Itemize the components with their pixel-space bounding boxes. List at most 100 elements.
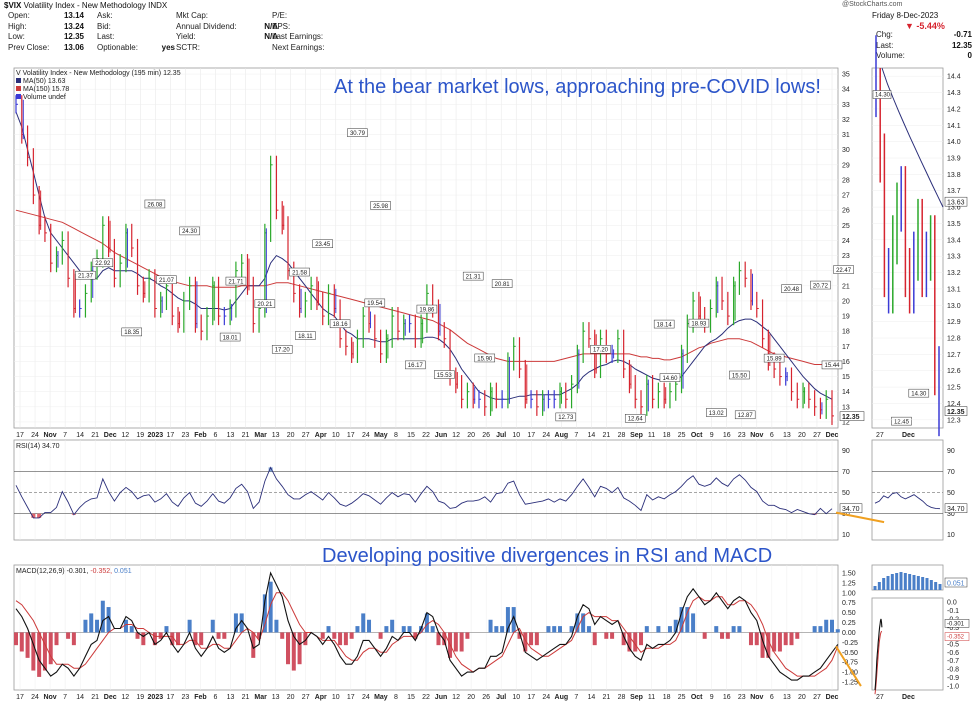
quote-header: $VIX Volatility Index - New Methodology … xyxy=(0,0,975,68)
macd-histogram-bar xyxy=(835,629,840,633)
macd-histogram-bar xyxy=(783,632,788,646)
price-x-tick-label: 15 xyxy=(407,432,415,439)
header-field-label: Yield: xyxy=(176,32,196,41)
inset-histogram-bar xyxy=(877,582,881,590)
macd-histogram-bar xyxy=(494,626,499,633)
price-label: 12.45 xyxy=(894,419,910,425)
macd-histogram-bar xyxy=(673,619,678,633)
macd-histogram-bar xyxy=(274,619,279,633)
price-label: 21.07 xyxy=(159,278,175,284)
header-field-label: Prev Close: xyxy=(8,42,50,52)
macd-histogram-bar xyxy=(772,632,777,652)
price-x-tick-label: 19 xyxy=(136,432,144,439)
rsi-y-tick-label: 90 xyxy=(842,448,850,455)
macd-histogram-bar xyxy=(170,632,175,646)
macd-histogram-bar xyxy=(725,632,730,639)
macd-legend-macd_v3: 0.051 xyxy=(112,568,132,575)
price-x-tick-label: 24 xyxy=(31,432,39,439)
macd-histogram-bar xyxy=(187,619,192,633)
macd-histogram-bar xyxy=(343,632,348,646)
macd-histogram-bar xyxy=(453,632,458,652)
rsi-y-tick-label: 50 xyxy=(842,490,850,497)
price-label-box xyxy=(624,414,646,423)
price-label-box xyxy=(706,408,727,417)
header-field-value: 12.35 xyxy=(63,32,84,41)
macd-histogram-bar xyxy=(558,626,562,633)
macd-histogram-bar xyxy=(656,626,661,633)
macd-x-tick-label: 25 xyxy=(678,694,686,701)
macd-x-tick-label: 14 xyxy=(588,694,596,701)
price-label-box xyxy=(462,271,484,281)
price-x-tick-label: 18 xyxy=(663,432,671,439)
inset-x-tick-label: 27 xyxy=(876,432,884,439)
macd-histogram-bar xyxy=(627,632,632,652)
macd-histogram-bar xyxy=(141,632,146,646)
macd-histogram-bar xyxy=(95,619,100,633)
header-field: Next Earnings: xyxy=(272,43,352,54)
macd-x-tick-label: Feb xyxy=(194,694,206,701)
macd-x-tick-label: Sep xyxy=(630,694,643,701)
macd-x-tick-label: 23 xyxy=(182,694,190,701)
price-label-box xyxy=(219,332,241,342)
macd-signal-line xyxy=(15,592,839,677)
inset-macd-y-tick-label: -0.7 xyxy=(947,658,959,665)
price-label-box xyxy=(908,388,930,398)
inset-histogram-bar xyxy=(929,580,933,590)
header-field: P/E: xyxy=(272,11,352,22)
inset-hist-label: 0.051 xyxy=(947,581,965,588)
macd-y-tick-label: 1.50 xyxy=(842,570,856,577)
macd-histogram-bar xyxy=(812,626,817,633)
price-label: 20.21 xyxy=(257,302,273,308)
price-label-box xyxy=(555,412,577,422)
price-label: 19.54 xyxy=(367,301,383,307)
price-x-tick-label: 6 xyxy=(770,432,774,439)
price-y-tick-label: 26 xyxy=(842,208,850,215)
price-y-tick-label: 31 xyxy=(842,132,850,139)
inset-y-tick-label: 12.3 xyxy=(947,417,961,424)
macd-histogram-bar xyxy=(286,632,290,665)
macd-x-tick-label: Nov xyxy=(750,694,763,701)
header-field-value: 13.14 xyxy=(63,11,84,20)
macd-x-tick-label: 19 xyxy=(136,694,144,701)
inset-y-tick-label: 13.7 xyxy=(947,188,961,195)
inset-x-tick-label: Dec xyxy=(902,432,915,439)
price-x-tick-label: 28 xyxy=(618,432,626,439)
macd-histogram-bar xyxy=(488,619,493,633)
stockcharts-watermark: @StockCharts.com xyxy=(842,1,903,8)
price-x-tick-label: Feb xyxy=(194,432,206,439)
inset-y-tick-label: 14.1 xyxy=(947,123,961,130)
macd-x-tick-label: Dec xyxy=(104,694,117,701)
price-y-tick-label: 24 xyxy=(842,238,850,245)
price-x-tick-label: 12 xyxy=(452,432,460,439)
macd-x-tick-label: 24 xyxy=(542,694,550,701)
price-label-box xyxy=(734,410,756,420)
macd-histogram-bar xyxy=(529,632,534,646)
macd-histogram-bar xyxy=(592,632,597,646)
macd-x-tick-label: 22 xyxy=(422,694,430,701)
macd-y-tick-label: -1.25 xyxy=(842,680,858,687)
macd-x-tick-label: 10 xyxy=(512,694,520,701)
macd-histogram-bar xyxy=(332,632,337,639)
macd-y-tick-label: -1.00 xyxy=(842,670,858,677)
macd-x-tick-label: May xyxy=(374,694,388,701)
inset-y-tick-label: 13.4 xyxy=(947,237,961,244)
price-label: 26.08 xyxy=(147,202,163,208)
price-y-tick-label: 27 xyxy=(842,193,850,200)
macd-histogram-bar xyxy=(818,626,823,633)
macd-histogram-bar xyxy=(210,619,215,633)
macd-histogram-bar xyxy=(586,626,591,633)
price-x-tick-label: 24 xyxy=(362,432,370,439)
macd-histogram-bar xyxy=(251,632,256,658)
macd-y-tick-label: 0.50 xyxy=(842,610,856,617)
rsi-divergence-line xyxy=(835,511,885,524)
header-field-value: 13.06 xyxy=(63,42,84,52)
macd-histogram-bar xyxy=(135,632,140,639)
macd-y-tick-label: 0.25 xyxy=(842,620,856,627)
price-x-tick-label: 21 xyxy=(91,432,99,439)
inset-histogram-bar xyxy=(903,573,907,590)
inset-y-tick-label: 13.3 xyxy=(947,254,961,261)
price-x-tick-label: 24 xyxy=(542,432,550,439)
header-field-label: Last Earnings: xyxy=(272,32,324,41)
header-col2: Ask: Bid: Last: Optionable: yes xyxy=(97,11,175,53)
inset-histogram-bar xyxy=(882,578,886,590)
